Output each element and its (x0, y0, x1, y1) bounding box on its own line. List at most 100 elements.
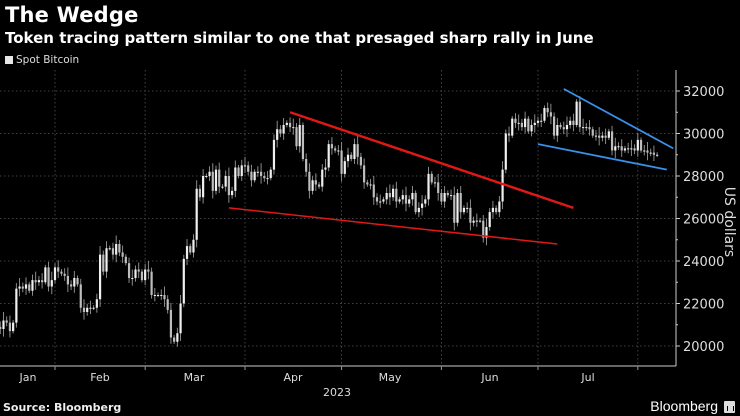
candle-body (530, 125, 533, 132)
candle-body (498, 201, 501, 213)
candle-body (636, 139, 639, 151)
x-tick-label: Jun (480, 371, 498, 384)
candle-body (346, 154, 350, 162)
candle-body (652, 152, 656, 155)
candle-body (98, 254, 102, 300)
candle-body (437, 182, 440, 193)
candle-body (375, 197, 379, 202)
candle-body (324, 167, 327, 170)
candle-body (108, 248, 111, 250)
candle-body (330, 144, 334, 149)
chart-title: The Wedge (5, 3, 139, 27)
trendline-current-wedge (537, 143, 667, 171)
candle-body (31, 280, 34, 291)
candle-body (73, 278, 76, 287)
candle-body (491, 207, 495, 213)
candle-body (41, 280, 44, 283)
candle-body (643, 150, 646, 152)
candle-body (60, 271, 63, 274)
candle-body (308, 171, 311, 191)
candle-body (227, 176, 230, 196)
y-tick-label: 26000 (683, 213, 724, 228)
bloomberg-logo: Bloomberg (650, 398, 718, 414)
candle-body (8, 322, 12, 332)
trendline-june-wedge (289, 111, 574, 210)
x-tick-label: Mar (184, 371, 205, 384)
candle-body (543, 108, 546, 121)
chart-subtitle: Token tracing pattern similar to one tha… (5, 29, 594, 47)
candle-body (95, 299, 98, 308)
y-tick-label: 28000 (683, 170, 724, 185)
bloomberg-terminal-icon (724, 401, 735, 413)
candle-body (208, 171, 211, 176)
candle-body (305, 159, 308, 172)
candle-body (524, 118, 527, 128)
candle-body (2, 320, 5, 329)
candle-body (363, 165, 366, 183)
candle-body (462, 207, 466, 213)
candle-body (86, 307, 89, 312)
candle-body (263, 176, 266, 179)
candle-body (527, 118, 530, 132)
candle-body (646, 150, 649, 153)
candle-body (446, 193, 449, 196)
candle-body (50, 280, 53, 287)
candle-body (237, 167, 240, 176)
candle-body (334, 148, 337, 151)
candle-body (259, 171, 263, 176)
candle-body (173, 337, 176, 342)
candle-body (559, 125, 562, 128)
candle-body (356, 144, 359, 157)
candle-body (224, 176, 227, 187)
candle-body (598, 135, 601, 138)
candle-body (588, 127, 591, 130)
candle-body (221, 186, 224, 188)
candle-body (218, 169, 221, 187)
candle-body (392, 188, 395, 198)
candle-body (472, 220, 475, 223)
candle-body (70, 284, 73, 287)
candle-body (105, 248, 108, 272)
candle-body (231, 190, 234, 196)
candle-body (234, 167, 237, 191)
candle-body (466, 207, 469, 209)
candle-body (198, 188, 201, 198)
x-tick-label: Apr (283, 371, 303, 384)
candle-body (243, 165, 247, 167)
candle-body (115, 244, 118, 255)
candle-body (144, 269, 147, 281)
candle-body (398, 199, 401, 202)
candle-body (395, 188, 398, 202)
candle-body (21, 286, 24, 289)
candle-body (401, 195, 404, 200)
candle-body (556, 125, 559, 136)
candle-body (118, 244, 121, 253)
candle-body (601, 135, 604, 138)
x-tick-label: Jan (19, 371, 37, 384)
candle-body (408, 199, 411, 204)
candle-body (388, 193, 391, 198)
candle-body (572, 120, 575, 125)
candle-body (623, 148, 627, 151)
candle-body (630, 148, 633, 150)
candle-body (79, 284, 82, 308)
candle-body (379, 201, 382, 203)
candle-body (76, 278, 79, 285)
trendline-current-wedge (563, 88, 674, 150)
candle-body (321, 169, 324, 187)
candle-body (501, 169, 504, 202)
candle-body (269, 169, 272, 179)
candle-body (214, 169, 218, 191)
candle-body (385, 193, 388, 200)
candle-body (37, 280, 40, 283)
candle-body (163, 295, 166, 300)
candle-body (24, 284, 28, 289)
x-tick-label: May (379, 371, 402, 384)
candle-body (66, 275, 69, 285)
candle-body (256, 171, 259, 173)
candle-body (469, 207, 472, 223)
candle-body (430, 173, 433, 183)
candle-body (34, 280, 37, 283)
candle-body (353, 144, 356, 159)
